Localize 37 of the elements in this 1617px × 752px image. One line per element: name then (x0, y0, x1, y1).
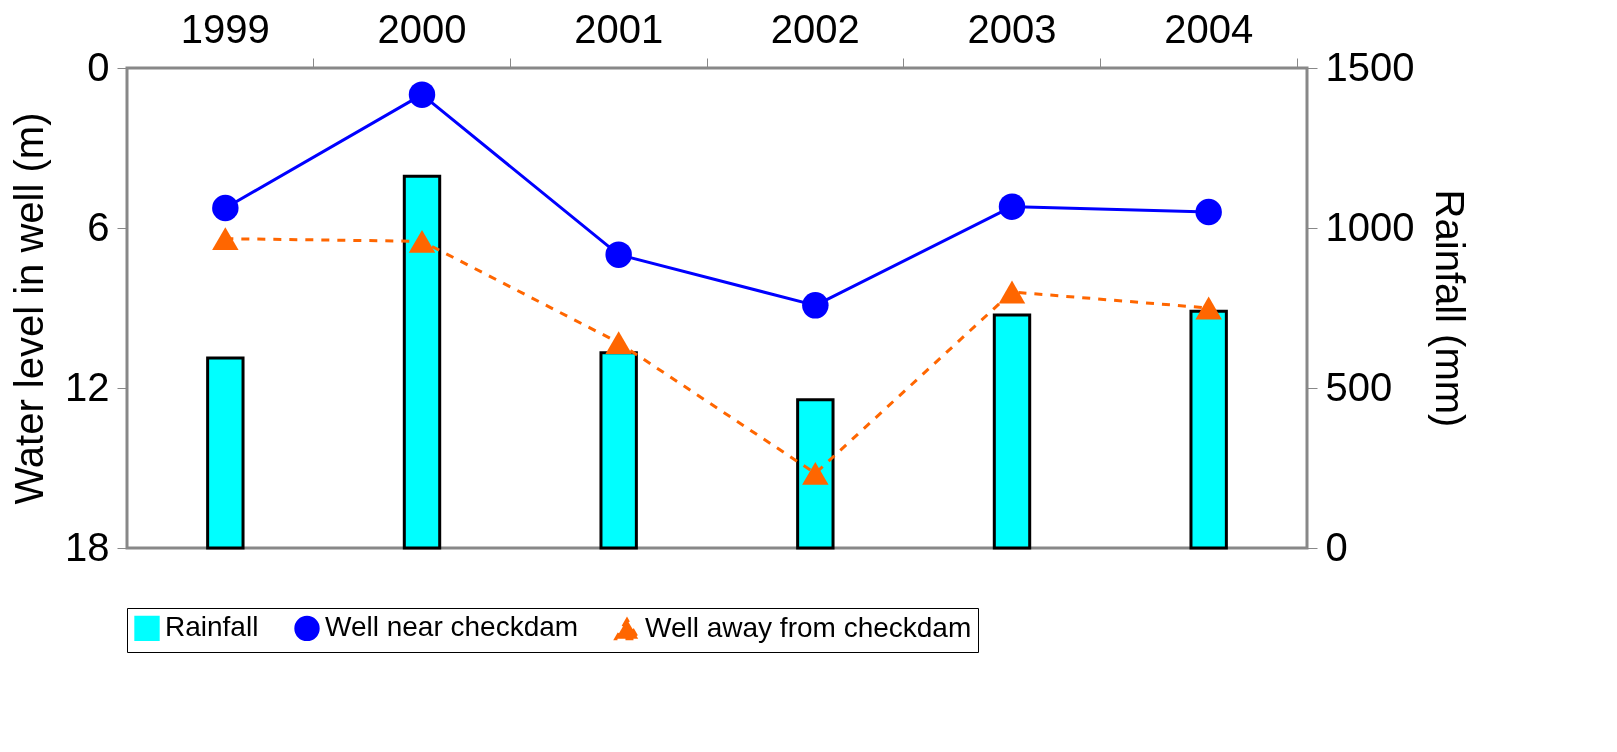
y-tick-label: 6 (87, 204, 110, 249)
x-tick-label: 2003 (967, 6, 1057, 51)
point (998, 193, 1026, 220)
point (1195, 296, 1222, 320)
y-axis-title: Water level in well (m) (7, 112, 52, 505)
y-tick-label: 18 (65, 524, 110, 569)
point (605, 241, 632, 268)
point (998, 280, 1026, 304)
y2-tick-label: 500 (1325, 364, 1393, 409)
y-tick-label: 0 (87, 44, 110, 89)
legend-label: Well near checkdam (325, 611, 579, 643)
point (212, 227, 239, 251)
bar (599, 351, 638, 550)
x-tick-label: 1999 (180, 6, 270, 51)
point (1195, 198, 1222, 226)
bar (796, 398, 835, 550)
legend-label: Well away from checkdam (645, 612, 972, 644)
y2-tick-label: 1000 (1325, 204, 1415, 249)
point (802, 461, 829, 485)
point (408, 229, 436, 253)
y2-tick-label: 0 (1325, 524, 1348, 569)
bar (1189, 309, 1228, 550)
legend-label: Rainfall (165, 611, 259, 643)
bar (402, 174, 442, 550)
y2-axis-title: Rainfall (mm) (1428, 189, 1473, 428)
point (212, 194, 239, 222)
x-tick-label: 2000 (377, 6, 467, 51)
x-tick-label: 2001 (574, 6, 664, 51)
point (802, 292, 829, 319)
bar (206, 356, 245, 550)
x-tick-label: 2002 (770, 6, 860, 51)
point (408, 81, 436, 108)
x-tick-label: 2004 (1164, 6, 1254, 51)
y-tick-label: 12 (65, 364, 110, 409)
bar (992, 313, 1032, 550)
y2-tick-label: 1500 (1325, 44, 1415, 89)
point (605, 331, 632, 355)
